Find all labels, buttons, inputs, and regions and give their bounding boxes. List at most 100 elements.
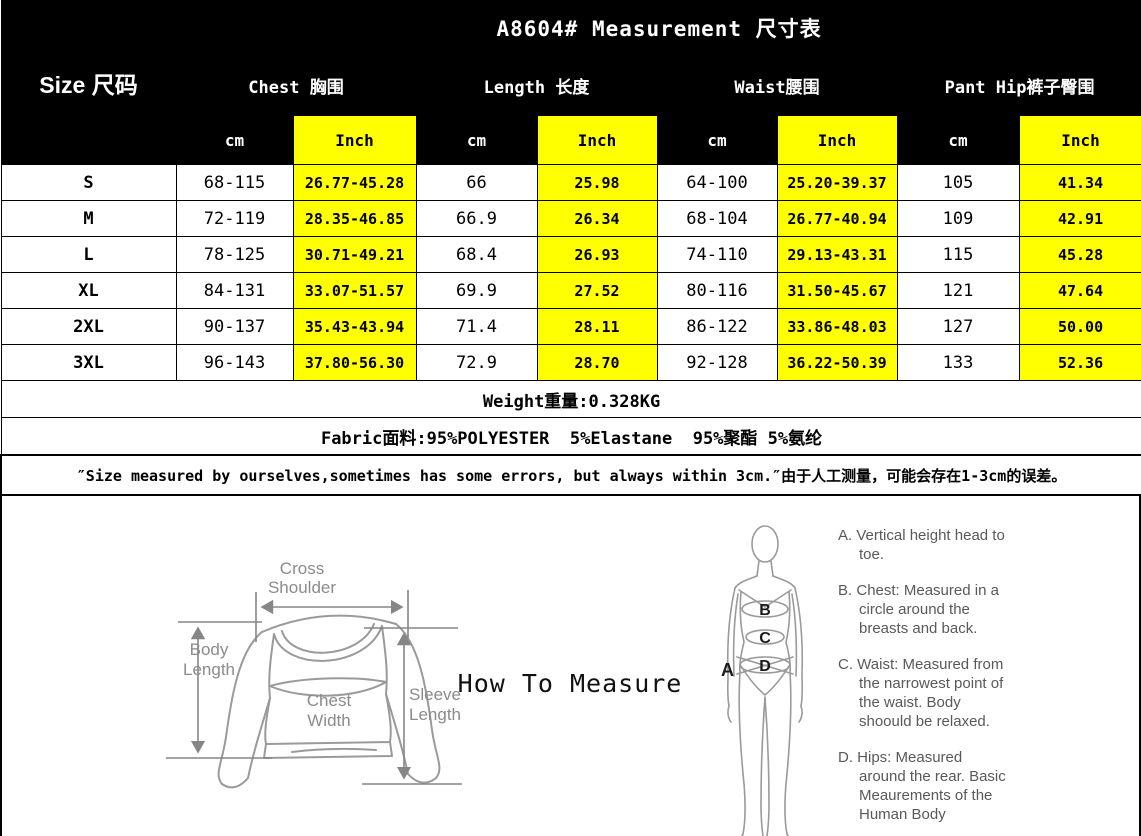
disclaimer-text: ″Size measured by ourselves,sometimes ha… (0, 454, 1141, 496)
length-cm-value: 66.9 (415, 200, 538, 237)
waist-inch-value: 25.20-39.37 (776, 164, 898, 201)
group-header-row: Chest 胸围 Length 长度 Waist腰围 Pant Hip裤子臀围 (1, 55, 1141, 116)
title-row: Size 尺码 A8604# Measurement 尺寸表 (0, 0, 1141, 165)
waist-inch-value: 33.86-48.03 (776, 308, 898, 345)
instruction-d: D. Hips: Measured around the rear. Basic… (838, 748, 1012, 824)
length-cm-value: 68.4 (415, 236, 538, 273)
hip-cm-value: 105 (896, 164, 1020, 201)
instruction-c-text: Waist: Measured from the narrowest point… (857, 656, 1004, 730)
length-cm-value: 72.9 (415, 344, 538, 381)
waist-inch-value: 36.22-50.39 (776, 344, 898, 381)
cross-shoulder-label-2: Shoulder (268, 578, 336, 597)
instruction-a-label: A. (838, 527, 853, 544)
waist-inch-value: 31.50-45.67 (776, 272, 898, 309)
group-header-length: Length 长度 (415, 55, 658, 116)
instruction-d-label: D. (838, 749, 853, 766)
marker-a: A (721, 660, 734, 680)
hip-cm-value: 115 (896, 236, 1020, 273)
length-cm-value: 71.4 (415, 308, 538, 345)
unit-header-row: cm Inch cm Inch cm Inch cm Inch (1, 115, 1141, 165)
hip-cm-value: 121 (896, 272, 1020, 309)
hip-inch-value: 52.36 (1018, 344, 1141, 381)
chest-inch-value: 35.43-43.94 (292, 308, 417, 345)
length-cm-value: 69.9 (415, 272, 538, 309)
size-column-header: Size 尺码 (0, 0, 177, 165)
length-inch-value: 27.52 (536, 272, 658, 309)
how-to-measure-heading: How To Measure (457, 669, 683, 698)
unit-header-waist-cm: cm (656, 115, 778, 165)
chest-cm-value: 84-131 (175, 272, 294, 309)
length-inch-value: 26.34 (536, 200, 658, 237)
chest-width-label-2: Width (307, 711, 350, 730)
chest-width-label: Chest (307, 691, 352, 710)
hip-inch-value: 42.91 (1018, 200, 1141, 237)
garment-diagram: Cross Shoulder Body Length Chest Width S… (166, 559, 462, 789)
marker-b: B (759, 602, 771, 619)
waist-inch-value: 29.13-43.31 (776, 236, 898, 273)
table-row-3xl: 3XL 96-143 37.80-56.30 72.9 28.70 92-128… (0, 344, 1141, 381)
waist-cm-value: 64-100 (656, 164, 778, 201)
waist-cm-value: 86-122 (656, 308, 778, 345)
instruction-b-text: Chest: Measured in a circle around the b… (856, 582, 999, 637)
instruction-c: C. Waist: Measured from the narrowest po… (838, 655, 1012, 731)
unit-header-chest-inch: Inch (292, 115, 417, 165)
body-length-label: Body (190, 640, 229, 659)
chest-inch-value: 30.71-49.21 (292, 236, 417, 273)
how-to-measure-section: Cross Shoulder Body Length Chest Width S… (0, 496, 1141, 836)
size-label: XL (0, 272, 177, 309)
measure-instructions: A. Vertical height head to toe. B. Chest… (838, 526, 1012, 836)
size-label: 3XL (0, 344, 177, 381)
length-inch-value: 28.70 (536, 344, 658, 381)
instruction-b: B. Chest: Measured in a circle around th… (838, 581, 1012, 638)
instruction-a: A. Vertical height head to toe. (838, 526, 1012, 564)
body-figure-diagram: A B C D (721, 525, 804, 836)
unit-header-length-inch: Inch (536, 115, 658, 165)
unit-header-hip-cm: cm (896, 115, 1020, 165)
measure-arrows (166, 590, 462, 785)
size-label: L (0, 236, 177, 273)
instruction-c-label: C. (838, 656, 853, 673)
length-inch-value: 26.93 (536, 236, 658, 273)
chest-inch-value: 28.35-46.85 (292, 200, 417, 237)
waist-cm-value: 68-104 (656, 200, 778, 237)
fabric-text: Fabric面料:95%POLYESTER 5%Elastane 95%聚酯 5… (0, 417, 1141, 456)
instruction-d-text: Hips: Measured around the rear. Basic Me… (857, 749, 1006, 823)
waist-cm-value: 80-116 (656, 272, 778, 309)
hip-cm-value: 127 (896, 308, 1020, 345)
chest-cm-value: 96-143 (175, 344, 294, 381)
chest-inch-value: 26.77-45.28 (292, 164, 417, 201)
table-row-m: M 72-119 28.35-46.85 66.9 26.34 68-104 2… (0, 200, 1141, 237)
fabric-row: Fabric面料:95%POLYESTER 5%Elastane 95%聚酯 5… (0, 417, 1141, 456)
unit-header-waist-inch: Inch (776, 115, 898, 165)
hip-cm-value: 109 (896, 200, 1020, 237)
chest-cm-value: 78-125 (175, 236, 294, 273)
unit-header-chest-cm: cm (175, 115, 294, 165)
table-title: A8604# Measurement 尺寸表 (175, 0, 1141, 56)
table-row-xl: XL 84-131 33.07-51.57 69.9 27.52 80-116 … (0, 272, 1141, 309)
length-inch-value: 28.11 (536, 308, 658, 345)
unit-header-length-cm: cm (415, 115, 538, 165)
hip-inch-value: 50.00 (1018, 308, 1141, 345)
sleeve-length-label: Sleeve (409, 685, 461, 704)
instruction-a-text: Vertical height head to toe. (856, 527, 1005, 563)
waist-cm-value: 92-128 (656, 344, 778, 381)
disclaimer-row: ″Size measured by ourselves,sometimes ha… (0, 454, 1141, 496)
marker-c: C (759, 630, 771, 647)
chest-cm-value: 68-115 (175, 164, 294, 201)
size-label: S (0, 164, 177, 201)
chest-inch-value: 33.07-51.57 (292, 272, 417, 309)
unit-header-hip-inch: Inch (1018, 115, 1141, 165)
table-row-l: L 78-125 30.71-49.21 68.4 26.93 74-110 2… (0, 236, 1141, 273)
weight-text: Weight重量:0.328KG (0, 380, 1141, 418)
group-header-waist: Waist腰围 (656, 55, 898, 116)
group-header-chest: Chest 胸围 (175, 55, 417, 116)
instruction-b-label: B. (838, 582, 853, 599)
chest-inch-value: 37.80-56.30 (292, 344, 417, 381)
group-header-hip: Pant Hip裤子臀围 (896, 55, 1141, 116)
length-cm-value: 66 (415, 164, 538, 201)
measurement-table: Size 尺码 A8604# Measurement 尺寸表 Chest 胸围 … (0, 0, 1141, 496)
size-label: M (0, 200, 177, 237)
table-row-2xl: 2XL 90-137 35.43-43.94 71.4 28.11 86-122… (0, 308, 1141, 345)
length-inch-value: 25.98 (536, 164, 658, 201)
